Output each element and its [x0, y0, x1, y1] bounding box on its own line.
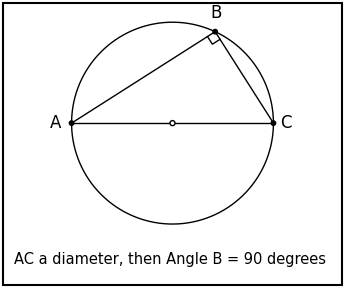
Circle shape [213, 29, 217, 34]
Text: A: A [50, 114, 61, 132]
Circle shape [69, 121, 74, 125]
Circle shape [170, 121, 175, 126]
Text: C: C [280, 114, 292, 132]
Circle shape [271, 121, 276, 125]
Text: B: B [210, 3, 222, 22]
Text: AC a diameter, then Angle B = 90 degrees: AC a diameter, then Angle B = 90 degrees [14, 252, 326, 267]
